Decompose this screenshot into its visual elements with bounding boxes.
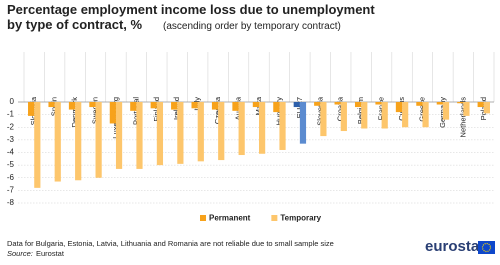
y-tick-label: -1 bbox=[7, 110, 15, 119]
chart-title: Percentage employment income loss due to… bbox=[7, 2, 375, 17]
x-tick-label: Sweden bbox=[91, 97, 100, 124]
bar bbox=[218, 102, 225, 161]
y-tick-label: -3 bbox=[7, 135, 15, 144]
bar bbox=[483, 102, 490, 114]
chart-title: by type of contract, % bbox=[7, 17, 143, 32]
x-tick-label: Germany bbox=[438, 97, 447, 128]
bar bbox=[68, 102, 76, 110]
bar bbox=[89, 102, 96, 108]
bar bbox=[136, 102, 143, 169]
x-tick-label: Slovenia bbox=[315, 96, 324, 126]
bar bbox=[232, 102, 239, 111]
bar bbox=[422, 102, 429, 128]
source: Eurostat bbox=[36, 249, 65, 258]
bar bbox=[340, 102, 347, 132]
bar bbox=[54, 102, 61, 182]
x-tick-label: Finland bbox=[152, 97, 161, 122]
bar bbox=[95, 102, 102, 178]
logo-text: eurostat bbox=[425, 238, 484, 255]
legend-swatch bbox=[271, 215, 278, 221]
bar bbox=[457, 102, 464, 104]
bar bbox=[34, 102, 41, 188]
bar bbox=[320, 102, 327, 137]
x-tick-label: Denmark bbox=[70, 97, 79, 128]
x-tick-label: Netherlands bbox=[458, 97, 467, 138]
bar bbox=[279, 102, 286, 150]
bar bbox=[211, 102, 219, 110]
bar bbox=[115, 102, 123, 169]
bar bbox=[314, 102, 321, 106]
bar bbox=[177, 102, 184, 164]
y-tick-label: 0 bbox=[10, 97, 15, 106]
bar bbox=[109, 102, 116, 124]
y-tick-label: -7 bbox=[7, 185, 15, 194]
bar bbox=[197, 102, 204, 162]
bar bbox=[436, 102, 443, 105]
eu-flag bbox=[478, 241, 495, 254]
bar bbox=[477, 102, 484, 108]
y-tick-label: -2 bbox=[7, 122, 15, 131]
bar bbox=[402, 102, 409, 128]
legend-label: Temporary bbox=[280, 214, 321, 223]
bar bbox=[375, 102, 382, 105]
bar bbox=[48, 102, 55, 108]
x-tick-label: EU-27 bbox=[295, 97, 304, 118]
bar bbox=[361, 102, 368, 129]
note: Data for Bulgaria, Estonia, Latvia, Lith… bbox=[7, 239, 334, 248]
bar bbox=[191, 102, 198, 109]
x-tick-label: Greece bbox=[417, 97, 426, 122]
x-tick-label: Croatia bbox=[336, 96, 345, 121]
legend-swatch bbox=[200, 215, 206, 221]
bar bbox=[75, 102, 82, 181]
bar bbox=[238, 102, 245, 156]
bar bbox=[293, 102, 300, 108]
x-tick-label: Czechia bbox=[213, 96, 222, 124]
bar bbox=[416, 102, 423, 106]
y-tick-label: -5 bbox=[7, 160, 15, 169]
bar bbox=[171, 102, 178, 110]
bar bbox=[150, 102, 157, 109]
y-tick-label: -8 bbox=[7, 198, 15, 207]
bar bbox=[395, 102, 403, 113]
bar bbox=[130, 102, 137, 111]
legend-label: Permanent bbox=[209, 214, 251, 223]
bar bbox=[354, 102, 362, 108]
bar bbox=[334, 102, 341, 105]
bar bbox=[156, 102, 164, 166]
bar bbox=[273, 102, 280, 113]
chart-subtitle: (ascending order by temporary contract) bbox=[163, 21, 341, 32]
bar bbox=[463, 102, 470, 116]
bar bbox=[252, 102, 259, 108]
bar bbox=[442, 102, 450, 120]
bar bbox=[28, 102, 35, 116]
y-tick-label: -6 bbox=[7, 173, 15, 182]
eu-stars bbox=[481, 242, 492, 253]
bar bbox=[299, 102, 307, 144]
x-tick-label: Belgium bbox=[356, 97, 365, 124]
bar bbox=[259, 102, 266, 154]
y-tick-label: -4 bbox=[7, 148, 15, 157]
x-tick-label: France bbox=[377, 97, 386, 120]
bar bbox=[381, 102, 388, 129]
source-label: Source: bbox=[7, 249, 33, 258]
x-tick-label: Poland bbox=[479, 97, 488, 120]
